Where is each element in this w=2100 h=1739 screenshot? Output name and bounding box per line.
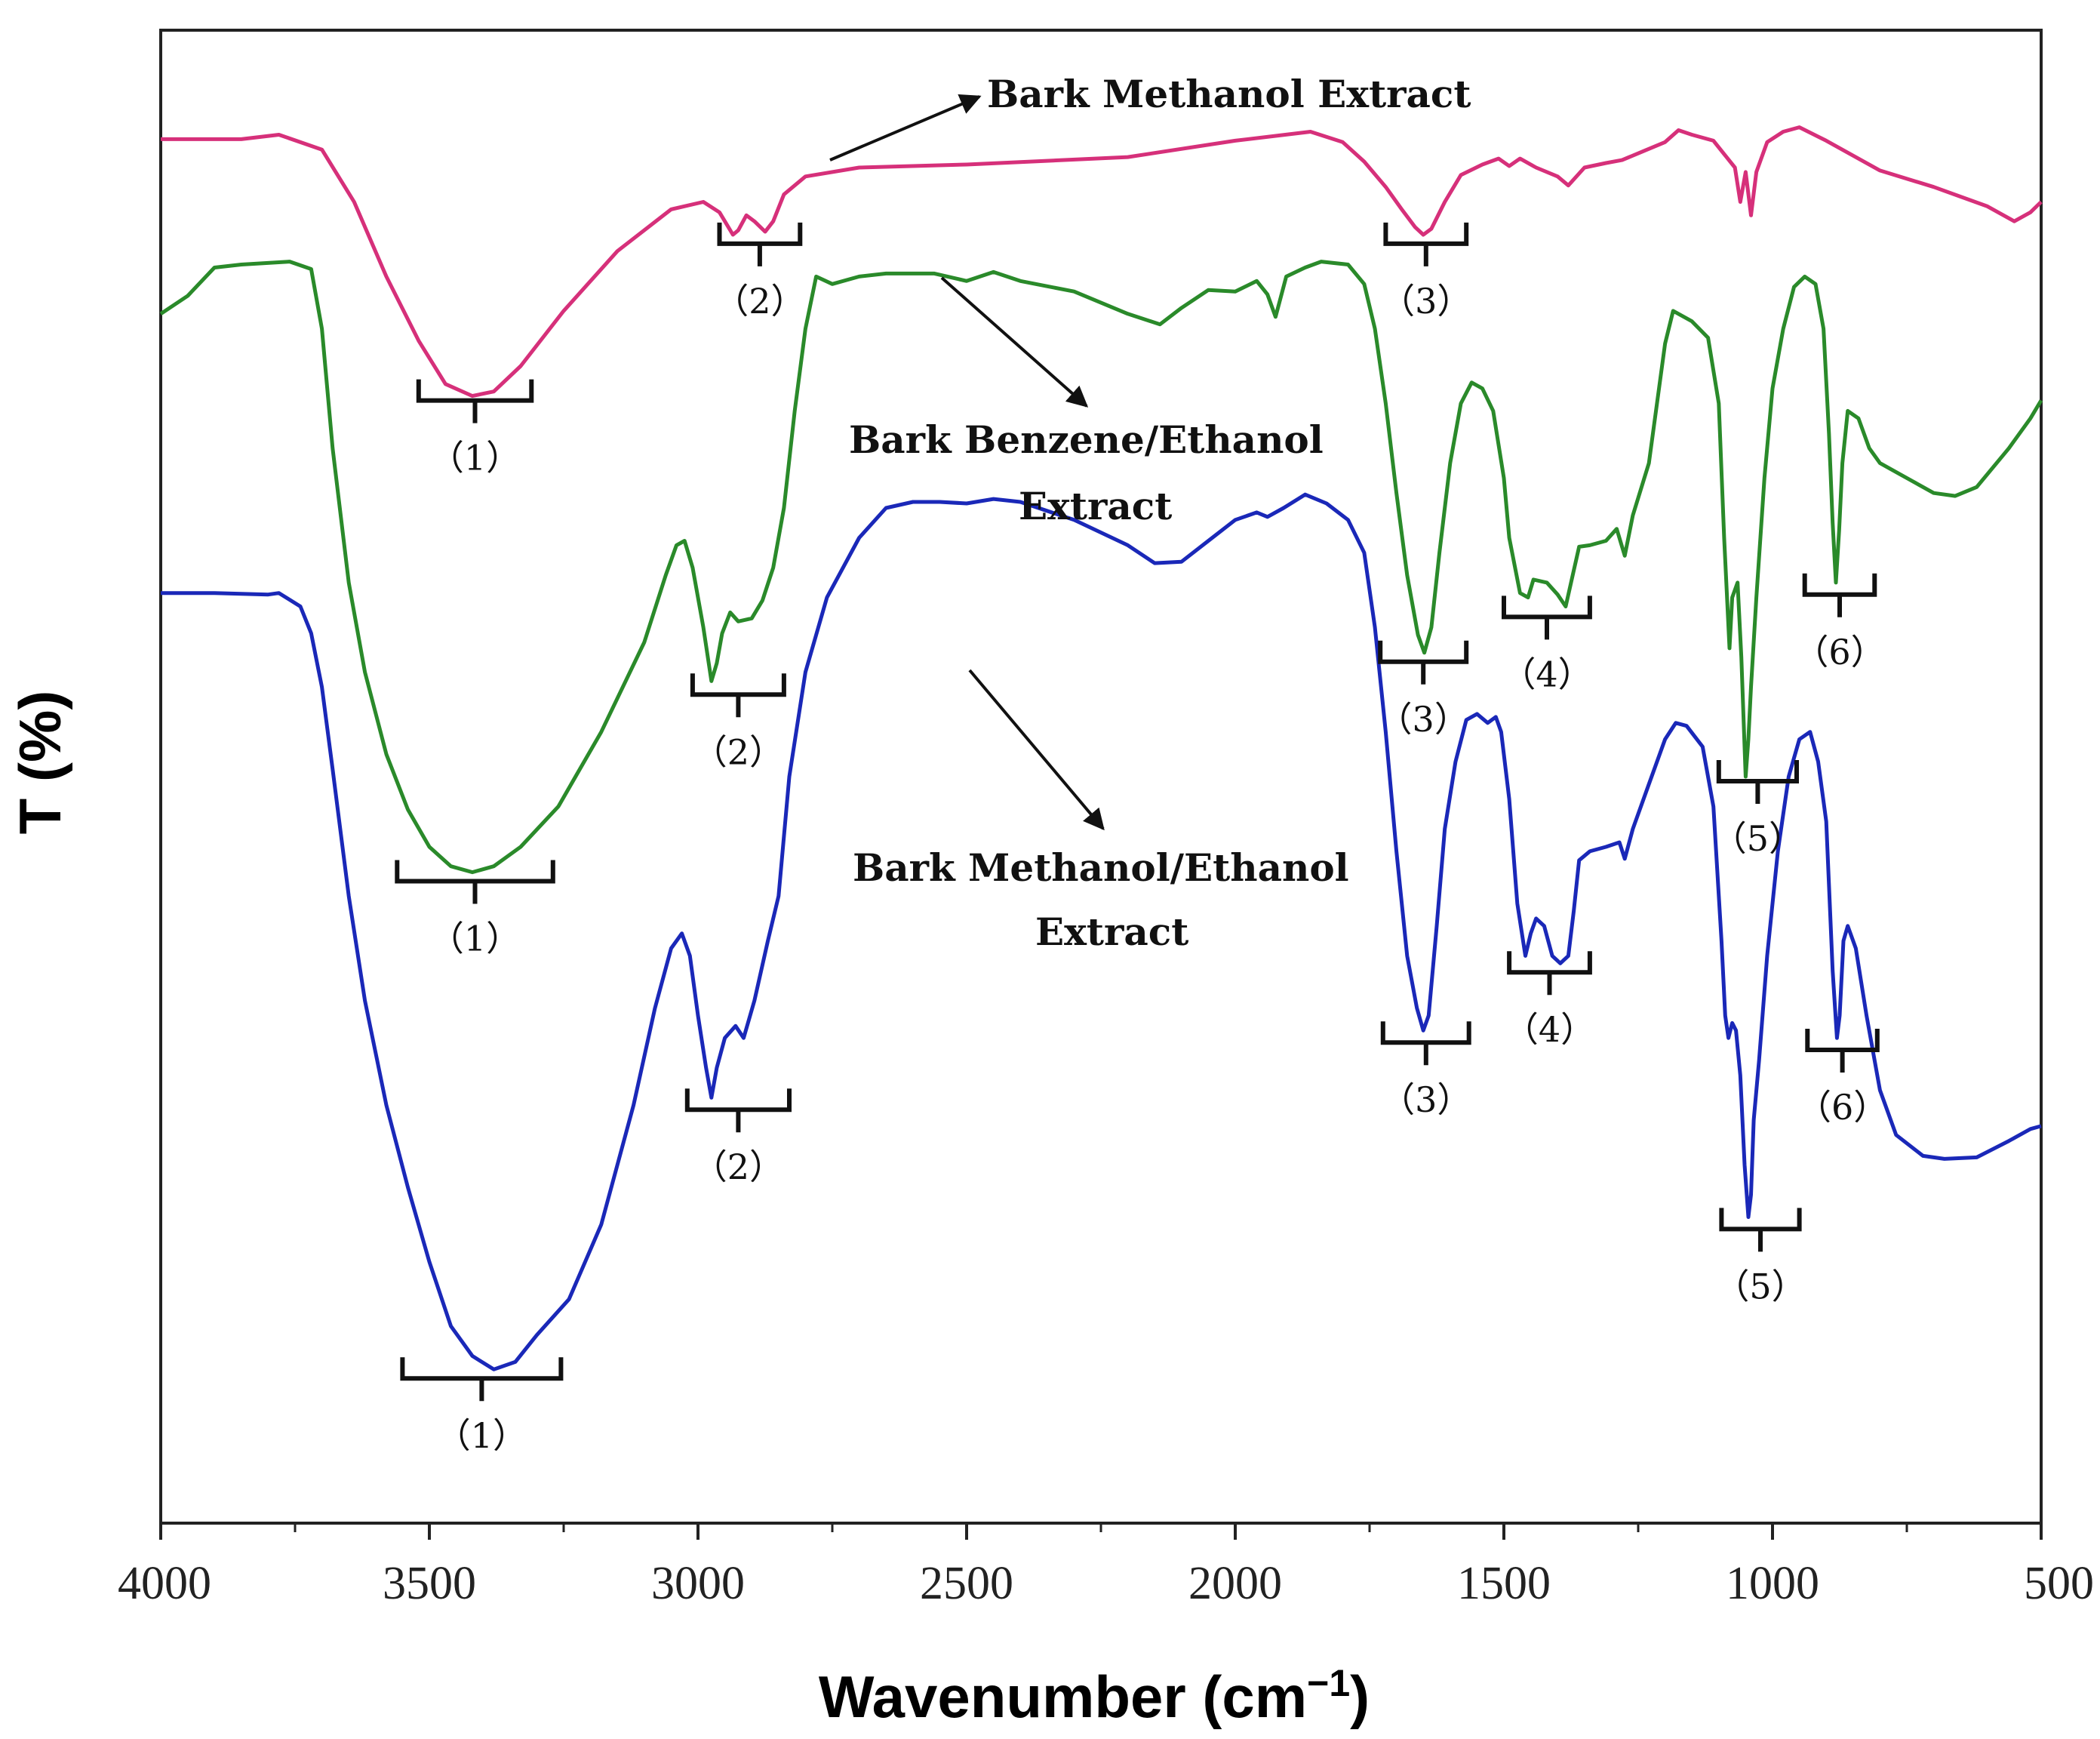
peak-label-s2-p4: （4） <box>1504 1009 1595 1050</box>
peak-annotations: （1） （2） （3） （1） （2） （3） （4） （5） （6） （1） （2） （3） （4） （… <box>395 222 1888 1456</box>
peak-label-s2-p1: （1） <box>436 1415 527 1456</box>
x-tick-label-3500: 3500 <box>383 1558 476 1609</box>
x-tick-label-1000: 1000 <box>1726 1558 1819 1609</box>
peak-bracket-s0-p3 <box>1383 222 1469 266</box>
series-label-benzene-ethanol-line1: Bark Benzene/Ethanol <box>849 417 1324 462</box>
peak-bracket-s1-p1 <box>395 860 555 904</box>
peak-label-s2-p5: （5） <box>1714 1266 1806 1307</box>
peak-label-s1-p6: （6） <box>1794 632 1885 673</box>
series-line-0 <box>161 125 2043 399</box>
peak-bracket-s1-p3 <box>1378 640 1469 685</box>
arrow-methanol-ethanol <box>968 669 1105 831</box>
peak-label-s2-p6: （6） <box>1797 1087 1888 1128</box>
peak-label-s2-p3: （3） <box>1380 1079 1471 1120</box>
peak-label-s0-p2: （2） <box>714 281 805 322</box>
series-label-methanol: Bark Methanol Extract <box>987 72 1471 116</box>
series-label-methanol-ethanol-line1: Bark Methanol/Ethanol <box>853 845 1349 890</box>
peak-label-s1-p2: （2） <box>693 731 784 772</box>
series-line-2 <box>161 492 2042 1371</box>
peak-label-s1-p5: （5） <box>1712 818 1803 859</box>
peak-label-s1-p3: （3） <box>1378 699 1469 740</box>
peak-label-s0-p3: （3） <box>1380 281 1471 322</box>
peak-bracket-s1-p5 <box>1716 760 1799 804</box>
x-axis-title: Wavenumber (cm−1) <box>819 1662 1370 1730</box>
peak-bracket-s1-p6 <box>1802 573 1877 617</box>
arrow-methanol <box>829 94 982 162</box>
series-label-benzene-ethanol-line2: Extract <box>1019 484 1172 528</box>
peak-bracket-s2-p6 <box>1805 1029 1880 1073</box>
x-tick-label-3000: 3000 <box>651 1558 745 1609</box>
peak-bracket-s2-p5 <box>1719 1208 1802 1252</box>
series-line-1 <box>159 260 2043 875</box>
x-tick-label-4000: 4000 <box>118 1558 211 1609</box>
x-tick-label-1500: 1500 <box>1457 1558 1551 1609</box>
y-axis-title: T (%) <box>7 691 73 835</box>
peak-bracket-s0-p2 <box>717 222 803 266</box>
peak-bracket-s0-p1 <box>416 379 534 423</box>
peak-bracket-s2-p2 <box>684 1088 792 1133</box>
x-axis: 4000 3500 3000 2500 2000 1500 1000 500 <box>118 1523 2094 1609</box>
series-label-methanol-ethanol-line2: Extract <box>1035 910 1188 954</box>
spectra-curves <box>159 125 2043 1371</box>
peak-label-s0-p1: （1） <box>429 438 521 479</box>
x-tick-label-2500: 2500 <box>920 1558 1013 1609</box>
arrow-benzene-ethanol <box>940 276 1089 408</box>
peak-bracket-s1-p4 <box>1502 596 1592 640</box>
x-tick-label-500: 500 <box>2024 1558 2094 1609</box>
peak-bracket-s2-p3 <box>1380 1021 1471 1066</box>
peak-bracket-s1-p2 <box>690 673 786 718</box>
x-tick-label-2000: 2000 <box>1188 1558 1282 1609</box>
peak-label-s2-p2: （2） <box>693 1147 784 1187</box>
peak-bracket-s2-p4 <box>1507 951 1592 996</box>
peak-label-s1-p4: （4） <box>1501 654 1592 694</box>
peak-label-s1-p1: （1） <box>429 919 521 959</box>
peak-bracket-s2-p1 <box>400 1357 564 1402</box>
